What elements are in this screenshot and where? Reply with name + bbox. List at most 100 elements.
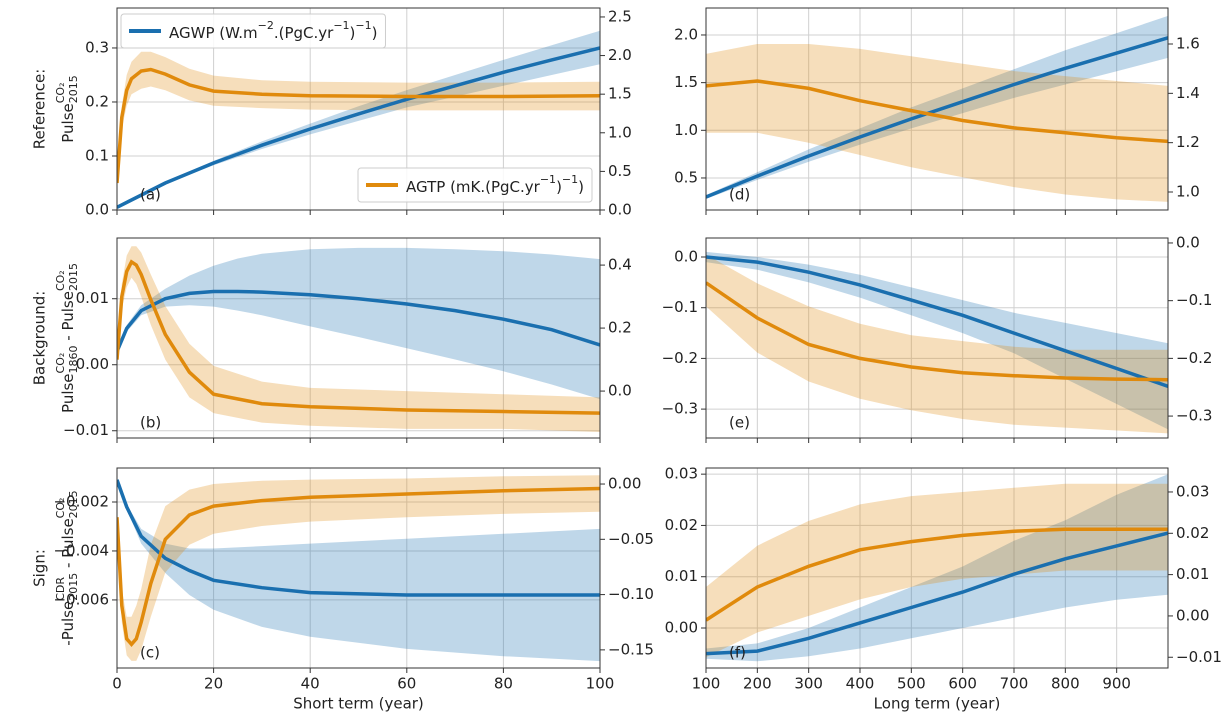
text-part: ) <box>372 24 378 42</box>
panel-letter: (e) <box>729 414 750 432</box>
text-part: ) <box>556 178 562 196</box>
axes-frame <box>705 237 1169 439</box>
y2-tick-label: 0.5 <box>608 162 632 180</box>
uncertainty-band <box>117 247 600 400</box>
y-tick-label: −0.01 <box>63 421 109 439</box>
row-label: Sign: <box>31 549 49 587</box>
text-part: Pulse <box>59 103 77 143</box>
series-line <box>117 259 600 415</box>
y-tick-label: 1.5 <box>674 73 698 91</box>
y2-tick-label: −0.15 <box>608 640 654 658</box>
uncertainty-band <box>706 254 1168 434</box>
y-tick-label: 2.0 <box>674 25 698 43</box>
y-tick-label: −0.006 <box>53 590 109 608</box>
y2-tick-label: 0.00 <box>608 475 641 493</box>
plot-area <box>117 30 600 209</box>
text-part: - Pulse <box>59 518 77 572</box>
superscript: CO₂ <box>54 353 67 374</box>
y2-tick-label: −0.10 <box>608 585 654 603</box>
plot-area <box>706 474 1168 662</box>
panel-letter: (b) <box>140 414 161 432</box>
y2-tick-label: −0.2 <box>1176 349 1212 367</box>
x-tick-label: 80 <box>494 675 513 693</box>
y2-tick-label: 1.6 <box>1176 35 1200 53</box>
axes-frame <box>116 237 601 439</box>
y-tick-label: 0.5 <box>674 168 698 186</box>
y-tick-label: 0.01 <box>665 567 698 585</box>
x-tick-label: 500 <box>897 675 926 693</box>
y-tick-label: 0.02 <box>665 516 698 534</box>
panel: 0 20 40 60 80 100 −0.006 −0.004 −0.002 −0.15 −0.10… <box>31 467 654 713</box>
series-line <box>117 289 600 353</box>
uncertainty-band <box>706 15 1168 199</box>
uncertainty-band <box>706 44 1168 202</box>
panel: 0.0 0.1 0.2 0.3 0.0 0.5 1.0 1.5 2.0 2.5 (a) Referen… <box>31 7 632 218</box>
y2-tick-label: 0.01 <box>1176 565 1209 583</box>
panel-letter: (f) <box>729 644 746 662</box>
superscript: −2 <box>258 19 274 32</box>
superscript: −1 <box>562 173 578 186</box>
axes-frame <box>116 467 601 669</box>
plot-area <box>706 15 1168 202</box>
y-tick-label: −0.1 <box>662 298 698 316</box>
y2-tick-label: 0.2 <box>608 319 632 337</box>
x-tick-label: 600 <box>948 675 977 693</box>
y2-tick-label: −0.01 <box>1176 648 1222 666</box>
series-line <box>706 527 1168 622</box>
series-line <box>706 36 1168 199</box>
y-tick-label: 0.01 <box>76 289 109 307</box>
subscript: 1860 <box>67 345 80 373</box>
y-tick-label: 0.00 <box>76 355 109 373</box>
text-part: - Pulse <box>59 291 77 345</box>
axes-frame <box>705 7 1169 211</box>
x-tick-label: 100 <box>586 675 615 693</box>
uncertainty-band <box>706 483 1168 658</box>
y2-tick-label: 0.0 <box>608 201 632 219</box>
x-tick-label: 300 <box>794 675 823 693</box>
text-part: .(PgC.yr <box>274 24 334 42</box>
y2-tick-label: −0.3 <box>1176 407 1212 425</box>
legend: AGWP (W.m−2.(PgC.yr−1)−1) <box>120 13 386 49</box>
y-tick-label: 0.1 <box>85 146 109 164</box>
x-tick-label: 20 <box>204 675 223 693</box>
x-tick-label: 100 <box>692 675 721 693</box>
y2-tick-label: 1.0 <box>608 123 632 141</box>
text-part: Pulse <box>59 373 77 413</box>
x-tick-label: 0 <box>112 675 122 693</box>
series-line <box>117 46 600 209</box>
y2-tick-label: 1.2 <box>1176 133 1200 151</box>
y2-tick-label: 2.5 <box>608 7 632 25</box>
panel: −0.3 −0.2 −0.1 0.0 −0.3 −0.2 −0.1 0.0 (e) <box>662 233 1212 443</box>
row-label: Background: <box>31 291 49 386</box>
series-line <box>117 486 600 647</box>
uncertainty-band <box>706 251 1168 430</box>
panel-letter: (c) <box>140 644 160 662</box>
y2-tick-label: 1.4 <box>1176 84 1200 102</box>
series-line <box>706 531 1168 656</box>
y-tick-label: 0.0 <box>674 248 698 266</box>
series-line <box>706 255 1168 388</box>
legend-label: AGWP (W.m−2.(PgC.yr−1)−1) <box>169 19 377 42</box>
superscript: −1 <box>333 19 349 32</box>
y-tick-label: −0.004 <box>53 541 109 559</box>
x-tick-label: 400 <box>846 675 875 693</box>
y2-tick-label: −0.1 <box>1176 291 1212 309</box>
row-label: -PulseCDR2015 - PulseCO₂2015 <box>54 490 80 645</box>
row-label: PulseCO₂1860 - PulseCO₂2015 <box>54 263 80 413</box>
y-tick-label: 0.00 <box>665 619 698 637</box>
y-tick-label: −0.2 <box>662 349 698 367</box>
x-axis-label: Long term (year) <box>874 695 1001 713</box>
series-line <box>706 79 1168 144</box>
uncertainty-band <box>117 30 600 208</box>
superscript: −1 <box>355 19 371 32</box>
panel: 0.5 1.0 1.5 2.0 1.0 1.2 1.4 1.6 (d) <box>674 7 1200 215</box>
y-tick-label: −0.002 <box>53 492 109 510</box>
text-part: ) <box>350 24 356 42</box>
x-tick-label: 700 <box>1000 675 1029 693</box>
uncertainty-band <box>117 51 600 187</box>
y2-tick-label: 0.03 <box>1176 482 1209 500</box>
superscript: CDR <box>54 577 67 601</box>
y-tick-label: 1.0 <box>674 121 698 139</box>
panel-letter: (d) <box>729 186 750 204</box>
